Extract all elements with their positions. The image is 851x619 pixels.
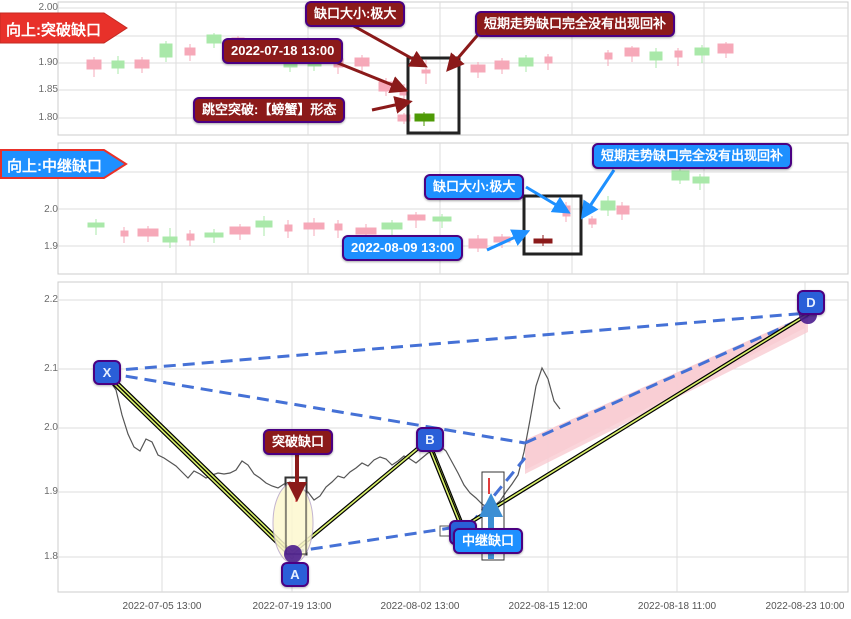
y-tick: 2.0: [44, 204, 58, 215]
banner-label: 向上:突破缺口: [6, 22, 101, 39]
no-fill-label: 短期走势缺口完全没有出现回补: [475, 11, 676, 37]
breakaway-gap-label: 突破缺口: [263, 429, 334, 455]
candlestick-series: [87, 168, 710, 252]
y-tick: 1.80: [38, 112, 58, 123]
xabcd-pattern-panel: 2.2 2.1 2.0 1.9 1.8 X A B C D 突破缺口 中继缺口 …: [0, 280, 851, 619]
y-tick: 1.8: [44, 551, 58, 562]
banner-arrow-shape: [0, 149, 128, 179]
banner-label: 向上:中继缺口: [7, 158, 102, 175]
y-tick: 1.85: [38, 84, 58, 95]
gap-highlight-box: [406, 56, 461, 135]
y-tick: 1.9: [44, 241, 58, 252]
runaway-gap-panel: 2.1 2.0 1.9 向上:中继缺口 短期走势缺口完全没有出现回补 缺口大小:…: [0, 140, 851, 280]
breakaway-gap-panel: 2.00 1.95 1.90 1.85 1.80 向上:突破缺口 缺口大小:极大…: [0, 0, 851, 140]
y-tick: 2.0: [44, 422, 58, 433]
annotation-arrows: [486, 169, 616, 252]
runaway-gap-banner: 向上:中继缺口: [0, 148, 128, 185]
runaway-gap-label: 中继缺口: [453, 528, 524, 554]
banner-arrow-shape: [0, 12, 128, 44]
main-y-axis: 2.2 2.1 2.0 1.9 1.8: [0, 280, 58, 619]
breakaway-gap-plot: [57, 1, 849, 136]
y-tick: 1.9: [44, 486, 58, 497]
pattern-point-D[interactable]: D: [797, 290, 825, 315]
pattern-point-A[interactable]: A: [281, 562, 309, 587]
gap-size-label: 缺口大小:极大: [305, 1, 406, 27]
pattern-point-X[interactable]: X: [93, 360, 121, 385]
gap-highlight-box: [522, 194, 583, 256]
y-tick: 2.1: [44, 363, 58, 374]
x-tick: 2022-07-05 13:00: [122, 601, 202, 612]
x-tick: 2022-08-02 13:00: [380, 601, 460, 612]
y-tick: 2.00: [38, 2, 58, 13]
x-tick: 2022-07-19 13:00: [252, 601, 332, 612]
x-tick: 2022-08-18 11:00: [637, 601, 717, 612]
no-fill-label: 短期走势缺口完全没有出现回补: [592, 143, 793, 169]
crab-pattern-label: 跳空突破:【螃蟹】形态: [193, 97, 346, 123]
gap-datetime-label: 2022-08-09 13:00: [342, 235, 464, 261]
breakaway-gap-banner: 向上:突破缺口: [0, 12, 128, 49]
pattern-point-B[interactable]: B: [416, 427, 444, 452]
main-x-axis: 2022-07-05 13:00 2022-07-19 13:00 2022-0…: [0, 597, 851, 619]
x-tick: 2022-08-23 10:00: [765, 601, 845, 612]
gap-datetime-label: 2022-07-18 13:00: [222, 38, 344, 64]
x-tick: 2022-08-15 12:00: [508, 601, 588, 612]
gap-size-label: 缺口大小:极大: [424, 174, 525, 200]
y-tick: 2.2: [44, 294, 58, 305]
reversal-zone-fill: [525, 314, 808, 474]
pivot-dot-A: [284, 545, 302, 563]
y-tick: 1.90: [38, 57, 58, 68]
